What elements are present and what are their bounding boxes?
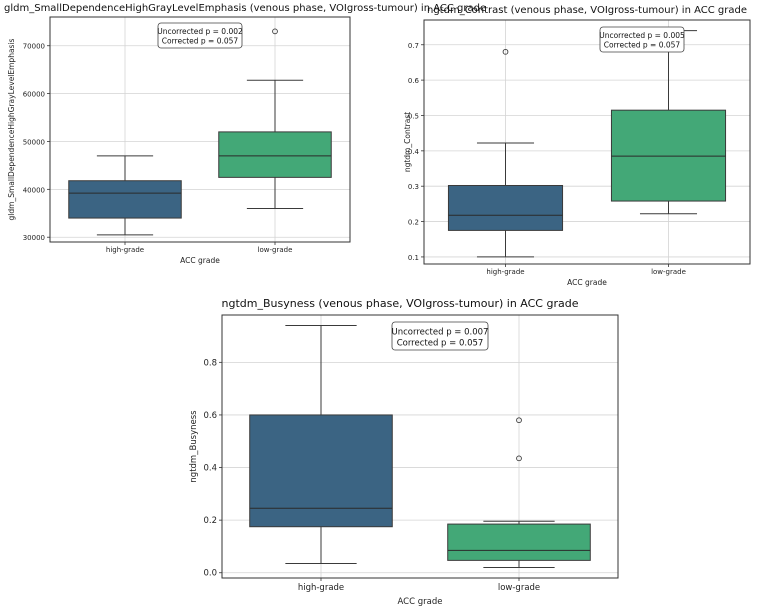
y-tick-label: 30000 [23,234,45,242]
chart-busyness: ngtdm_Busyness (venous phase, VOIgross-t… [189,297,619,607]
corrected-p-text: Corrected p = 0.057 [604,41,681,50]
x-axis-label: ACC grade [567,278,607,287]
chart-title: ngtdm_Contrast (venous phase, VOIgross-t… [427,5,747,16]
y-tick-label: 0.7 [408,42,419,50]
uncorrected-p-text: Uncorrected p = 0.005 [599,31,685,40]
corrected-p-text: Corrected p = 0.057 [397,339,484,349]
box-iqr [447,184,564,231]
plot-frame [423,19,751,265]
uncorrected-p-text: Uncorrected p = 0.002 [157,27,243,36]
chart-panel-busyness: ngtdm_Busyness (venous phase, VOIgross-t… [180,292,620,611]
y-tick-label: 0.4 [203,464,217,474]
y-tick-label: 50000 [23,138,45,146]
chart-panel-sdhgle: gldm_SmallDependenceHighGrayLevelEmphasi… [0,0,486,270]
outlier-point [516,455,522,462]
chart-sdhgle: gldm_SmallDependenceHighGrayLevelEmphasi… [4,3,486,265]
y-tick-label: 70000 [23,43,45,51]
y-tick-label: 0.2 [203,516,217,526]
box-high-grade [249,325,393,565]
y-tick-label: 0.6 [203,411,217,421]
y-tick-label: 0.6 [408,77,420,85]
box-iqr [218,131,332,178]
y-tick-label: 60000 [23,91,45,99]
y-tick-label: 0.8 [203,358,217,368]
chart-title: ngtdm_Busyness (venous phase, VOIgross-t… [222,297,579,310]
chart-title: gldm_SmallDependenceHighGrayLevelEmphasi… [4,3,486,14]
box-low-grade [447,417,591,568]
x-tick-label: low-grade [651,268,686,276]
box-high-grade [447,48,564,258]
x-tick-label: high-grade [106,246,144,254]
annotation-box [157,22,243,49]
y-tick-label: 0.3 [408,183,419,191]
plot-frame [221,314,619,579]
outlier-point [272,28,278,35]
box-low-grade [218,28,332,209]
box-iqr [68,180,182,219]
y-tick-label: 0.1 [408,254,419,262]
x-axis-label: ACC grade [180,256,220,265]
uncorrected-p-text: Uncorrected p = 0.007 [392,328,489,338]
y-tick-label: 0.5 [408,112,419,120]
y-tick-label: 0.2 [408,219,419,227]
y-tick-label: 0.4 [408,148,420,156]
annotation-box [599,26,685,53]
y-tick-label: 40000 [23,186,45,194]
x-tick-label: high-grade [298,583,344,593]
box-high-grade [68,155,182,236]
x-tick-label: low-grade [258,246,293,254]
plot-frame [49,16,351,243]
box-low-grade [610,30,727,215]
box-iqr [249,414,393,528]
y-tick-label: 0.0 [203,569,217,579]
box-iqr [447,523,591,561]
x-tick-label: low-grade [498,583,540,593]
x-tick-label: high-grade [486,268,524,276]
outlier-point [516,417,522,424]
y-axis-label: ngtdm_Contrast [403,112,412,172]
box-iqr [610,109,727,202]
x-axis-label: ACC grade [398,597,443,607]
chart-panel-contrast: ngtdm_Contrast (venous phase, VOIgross-t… [380,0,765,292]
y-axis-label: ngtdm_Busyness [189,410,199,483]
annotation-box [391,321,489,351]
corrected-p-text: Corrected p = 0.057 [162,37,239,46]
y-axis-label: gldm_SmallDependenceHighGrayLevelEmphasi… [7,38,16,220]
outlier-point [502,48,509,55]
chart-contrast: ngtdm_Contrast (venous phase, VOIgross-t… [403,5,751,287]
